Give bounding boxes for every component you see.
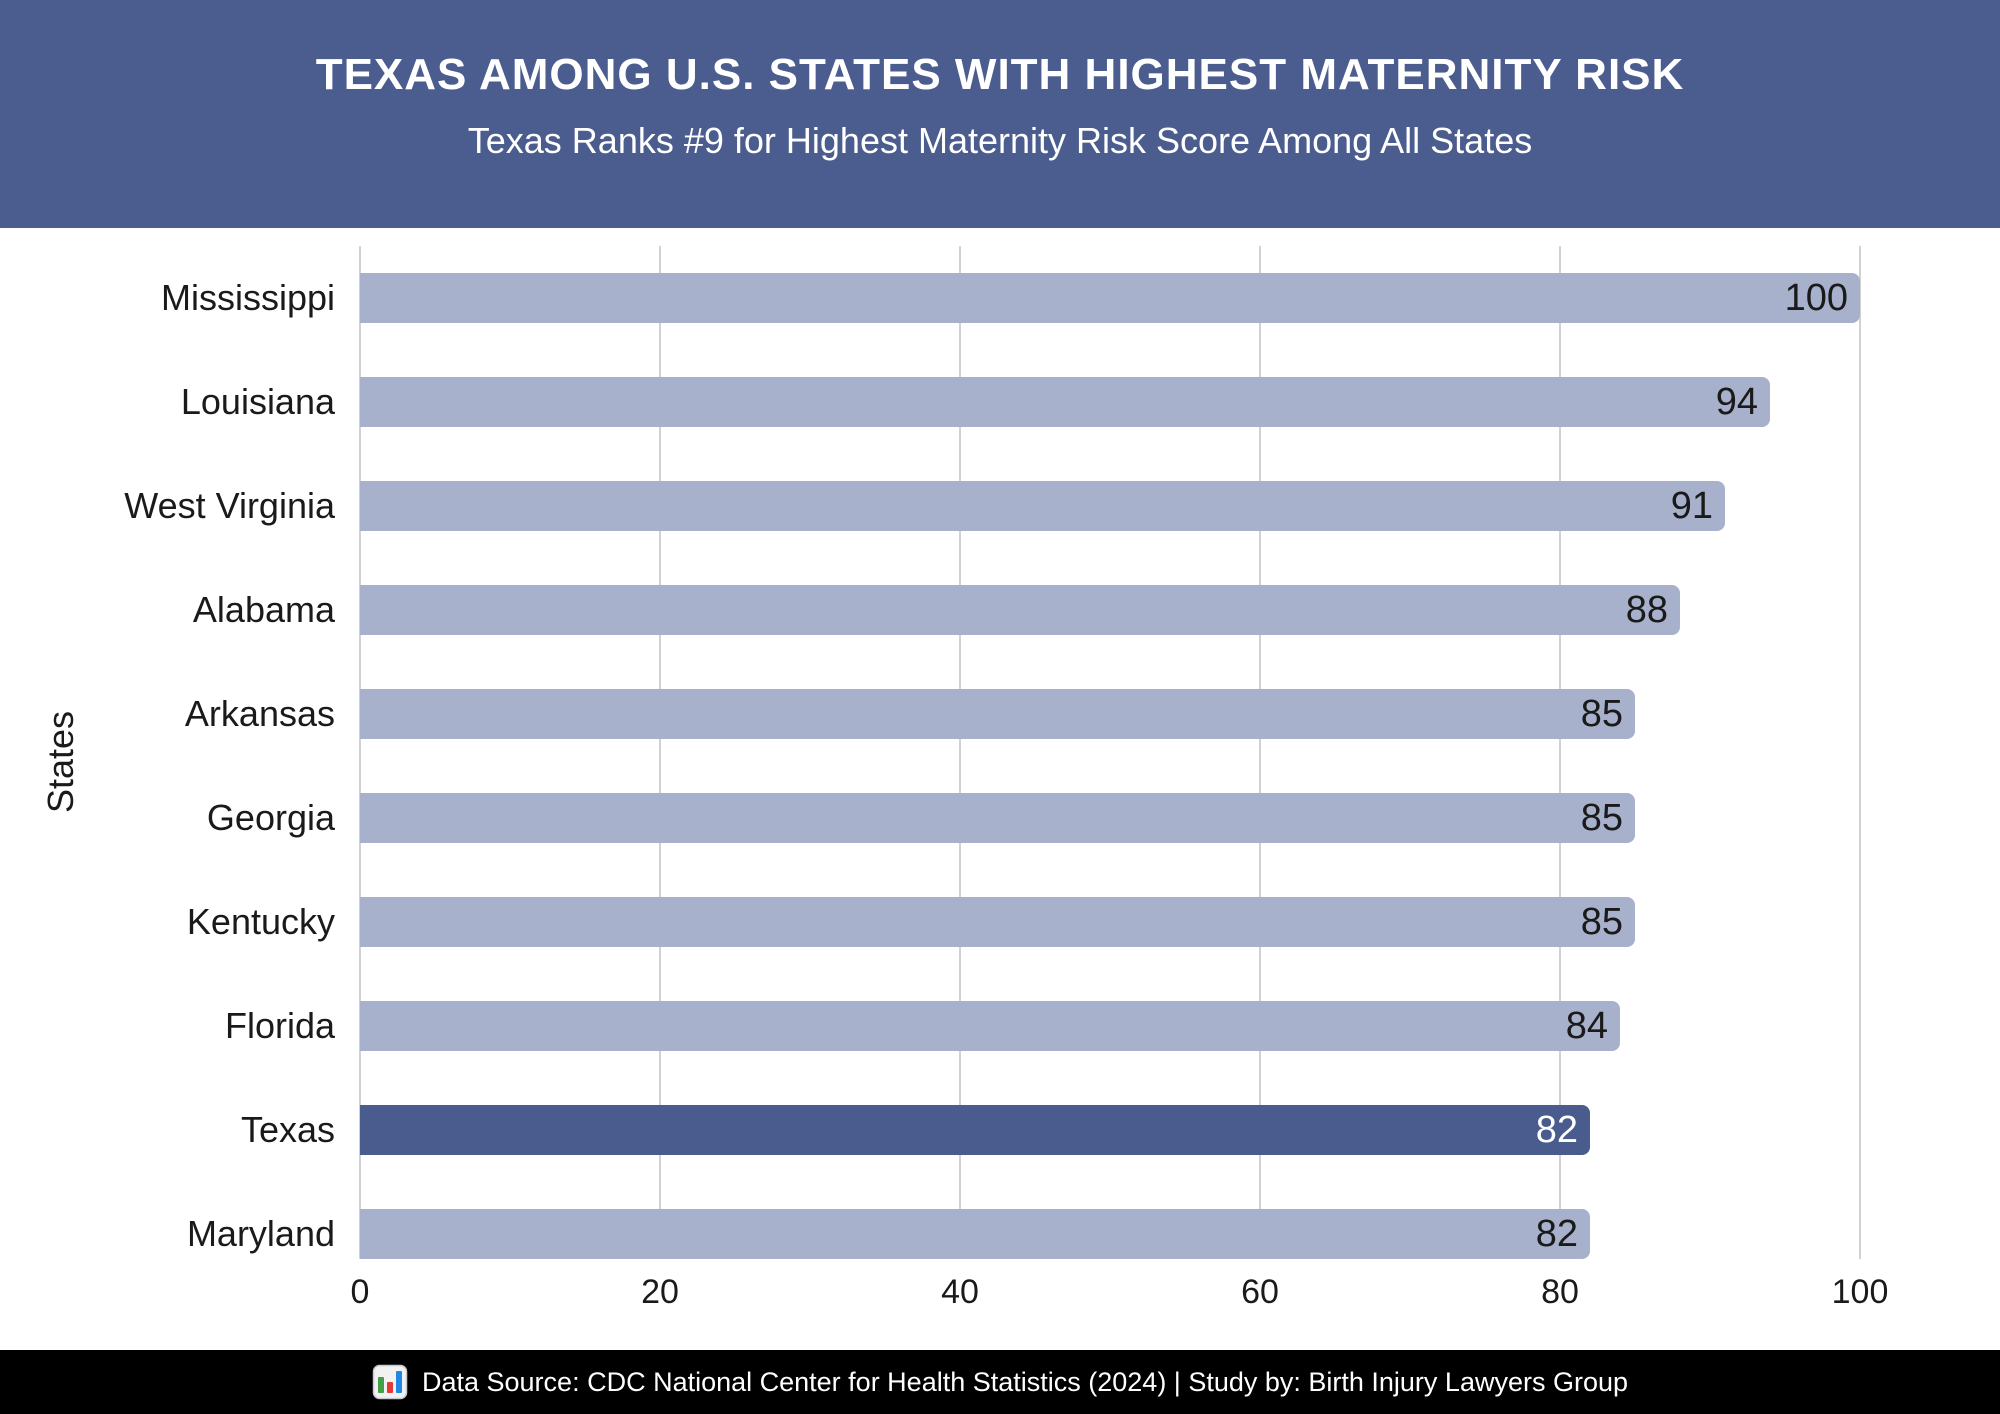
- footer-bar: Data Source: CDC National Center for Hea…: [0, 1350, 2000, 1414]
- x-tick-label-60: 60: [1241, 1273, 1279, 1311]
- gridline-60: [1259, 246, 1261, 1259]
- category-label-louisiana: Louisiana: [180, 381, 335, 422]
- chart-title: TEXAS AMONG U.S. STATES WITH HIGHEST MAT…: [315, 50, 1685, 99]
- bar-louisiana: 94: [360, 377, 1770, 427]
- plot-area: 100 94 91 88 85 85 85 84 82 82: [359, 246, 1861, 1259]
- value-label-mississippi: 100: [1784, 277, 1848, 319]
- state-labels: Mississippi Louisiana West Virginia Alabama…: [0, 246, 335, 1259]
- bar-florida: 84: [360, 1001, 1620, 1051]
- bar-texas: 82: [360, 1105, 1590, 1155]
- category-label-texas: Texas: [240, 1109, 335, 1150]
- bar-west-virginia: 91: [360, 481, 1725, 531]
- category-label-maryland: Maryland: [186, 1213, 335, 1254]
- x-tick-label-40: 40: [941, 1273, 979, 1311]
- header-band: TEXAS AMONG U.S. STATES WITH HIGHEST MAT…: [0, 0, 2000, 228]
- x-tick-label-80: 80: [1541, 1273, 1579, 1311]
- bar-alabama: 88: [360, 585, 1680, 635]
- value-label-maryland: 82: [1535, 1213, 1578, 1255]
- value-label-georgia: 85: [1580, 797, 1623, 839]
- x-tick-label-20: 20: [641, 1273, 679, 1311]
- x-tick-label-0: 0: [350, 1273, 370, 1311]
- gridline-20: [659, 246, 661, 1259]
- bar-arkansas: 85: [360, 689, 1635, 739]
- value-label-kentucky: 85: [1580, 901, 1623, 943]
- footer-source-text: Data Source: CDC National Center for Hea…: [421, 1366, 1629, 1397]
- category-label-west-virginia: West Virginia: [124, 485, 335, 526]
- category-label-georgia: Georgia: [206, 797, 335, 838]
- gridline-0: [359, 246, 361, 1259]
- bar-georgia: 85: [360, 793, 1635, 843]
- bar-mississippi: 100: [360, 273, 1860, 323]
- value-label-west-virginia: 91: [1670, 485, 1713, 527]
- gridline-100: [1859, 246, 1861, 1259]
- category-label-florida: Florida: [224, 1005, 335, 1046]
- value-label-arkansas: 85: [1580, 693, 1623, 735]
- category-label-alabama: Alabama: [192, 589, 335, 630]
- bar-kentucky: 85: [360, 897, 1635, 947]
- category-label-mississippi: Mississippi: [160, 277, 335, 318]
- category-label-kentucky: Kentucky: [186, 901, 335, 942]
- category-label-arkansas: Arkansas: [184, 693, 335, 734]
- value-label-alabama: 88: [1625, 589, 1668, 631]
- bar-chart-emoji-icon: [372, 1364, 408, 1400]
- chart-subtitle: Texas Ranks #9 for Highest Maternity Ris…: [467, 120, 1533, 161]
- x-ticks: 0 20 40 60 80 100: [351, 1268, 1889, 1316]
- value-label-florida: 84: [1565, 1005, 1608, 1047]
- x-tick-label-100: 100: [1831, 1273, 1889, 1311]
- bar-maryland: 82: [360, 1209, 1590, 1259]
- value-label-louisiana: 94: [1715, 381, 1758, 423]
- gridline-80: [1559, 246, 1561, 1259]
- gridline-40: [959, 246, 961, 1259]
- value-label-texas: 82: [1535, 1109, 1578, 1151]
